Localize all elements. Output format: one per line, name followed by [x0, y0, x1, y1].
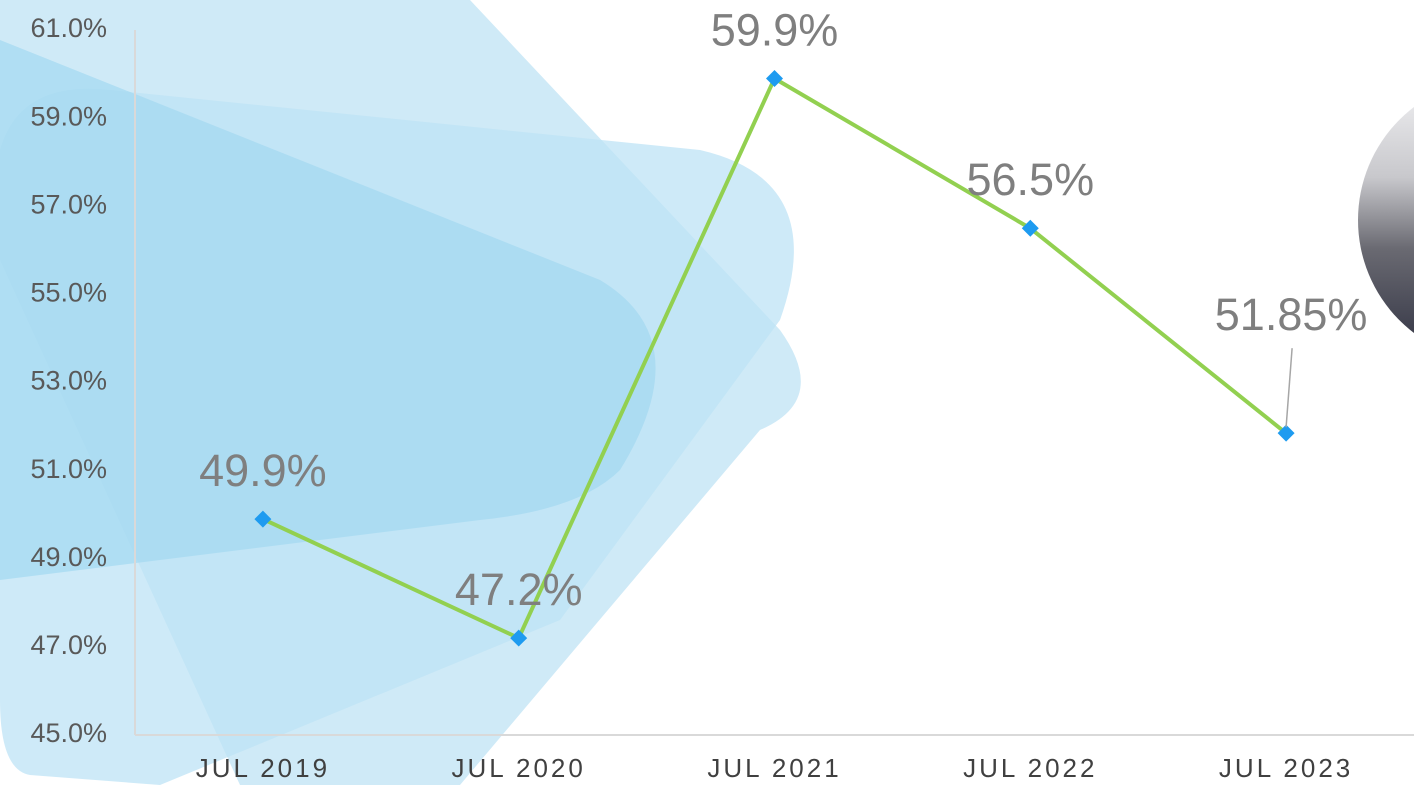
data-label: 56.5%	[966, 154, 1094, 205]
y-tick-label: 49.0%	[30, 542, 107, 572]
y-tick-label: 45.0%	[30, 718, 107, 748]
y-tick-label: 57.0%	[30, 189, 107, 219]
data-label: 47.2%	[455, 564, 583, 615]
y-tick-label: 61.0%	[30, 13, 107, 43]
data-label: 59.9%	[711, 4, 839, 55]
x-tick-label: JUL 2023	[1219, 753, 1353, 783]
y-tick-label: 59.0%	[30, 101, 107, 131]
leader-line	[1286, 348, 1292, 427]
y-tick-label: 47.0%	[30, 630, 107, 660]
background-decor	[0, 0, 1414, 785]
data-label: 49.9%	[199, 445, 327, 496]
x-tick-label: JUL 2022	[963, 753, 1097, 783]
y-tick-label: 53.0%	[30, 366, 107, 396]
y-tick-label: 51.0%	[30, 454, 107, 484]
x-tick-label: JUL 2019	[196, 753, 330, 783]
x-tick-label: JUL 2021	[707, 753, 841, 783]
chart: 45.0% 47.0% 49.0% 51.0% 53.0% 55.0% 57.0% 59.0%…	[0, 0, 1414, 785]
data-label: 51.85%	[1215, 289, 1368, 340]
data-marker	[766, 70, 783, 87]
x-tick-label: JUL 2020	[452, 753, 586, 783]
y-tick-label: 55.0%	[30, 278, 107, 308]
